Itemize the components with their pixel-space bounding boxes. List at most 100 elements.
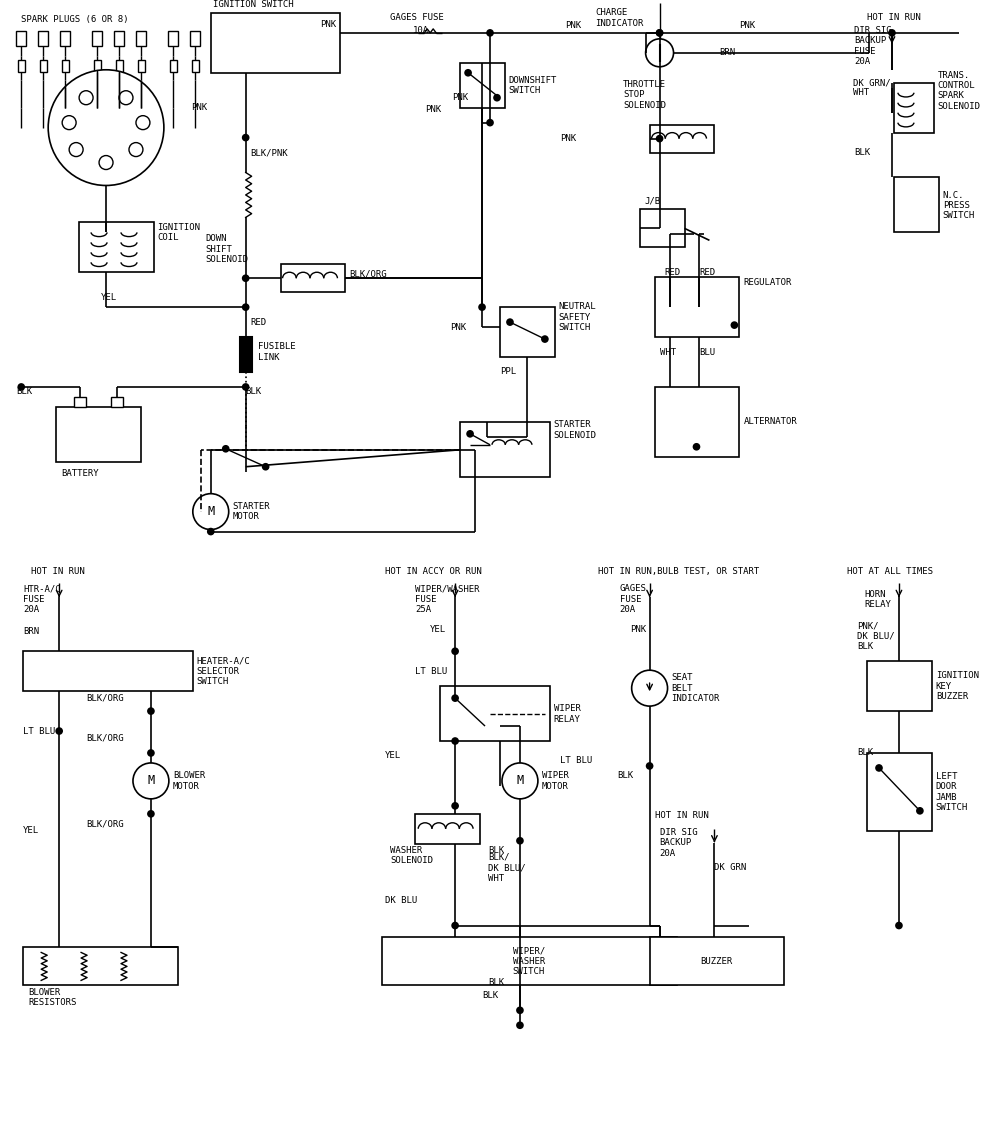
Text: SEAT
BELT
INDICATOR: SEAT BELT INDICATOR: [672, 673, 720, 703]
Text: BUZZER: BUZZER: [700, 957, 733, 966]
Text: CHARGE
INDICATOR: CHARGE INDICATOR: [595, 8, 644, 28]
Text: BLK/ORG: BLK/ORG: [86, 694, 124, 703]
Text: M: M: [516, 774, 524, 787]
Text: PNK: PNK: [739, 21, 755, 30]
Circle shape: [148, 750, 154, 756]
Circle shape: [467, 431, 473, 436]
Circle shape: [517, 1007, 523, 1014]
Text: WIPER/
WASHER
SWITCH: WIPER/ WASHER SWITCH: [513, 946, 545, 976]
Circle shape: [452, 922, 458, 928]
Bar: [92, 30, 102, 46]
Circle shape: [99, 155, 113, 170]
Circle shape: [889, 30, 895, 36]
Text: BLK: BLK: [246, 387, 262, 396]
Bar: [74, 397, 86, 407]
Bar: [62, 60, 69, 72]
Bar: [281, 264, 345, 292]
Text: IGNITION
KEY
BUZZER: IGNITION KEY BUZZER: [936, 672, 979, 701]
Text: HEATER-A/C
SELECTOR
SWITCH: HEATER-A/C SELECTOR SWITCH: [197, 656, 251, 686]
Text: M: M: [147, 774, 154, 787]
Bar: [136, 30, 146, 46]
Text: BLK: BLK: [16, 387, 32, 396]
Bar: [867, 662, 932, 711]
Bar: [168, 30, 178, 46]
Text: PNK: PNK: [425, 105, 441, 114]
Bar: [867, 753, 932, 830]
Text: TRANS.
CONTROL
SPARK
SOLENOID: TRANS. CONTROL SPARK SOLENOID: [938, 71, 981, 111]
Circle shape: [693, 443, 699, 450]
Text: THROTTLE
STOP
SOLENOID: THROTTLE STOP SOLENOID: [623, 80, 666, 109]
Text: PNK: PNK: [450, 323, 466, 332]
Bar: [415, 813, 480, 844]
Circle shape: [129, 143, 143, 156]
Bar: [23, 947, 178, 986]
Text: YEL: YEL: [23, 826, 39, 835]
Circle shape: [542, 336, 548, 342]
Text: DK GRN: DK GRN: [714, 863, 747, 872]
Bar: [40, 60, 47, 72]
Circle shape: [465, 70, 471, 75]
Text: PNK: PNK: [560, 134, 576, 143]
Text: HOT IN RUN: HOT IN RUN: [655, 811, 708, 820]
Circle shape: [896, 922, 902, 928]
Circle shape: [917, 808, 923, 813]
Text: YEL: YEL: [385, 752, 401, 760]
Text: WIPER/WASHER
FUSE
25A: WIPER/WASHER FUSE 25A: [415, 585, 480, 614]
Text: BLK/PNK: BLK/PNK: [251, 148, 288, 158]
Text: DOWNSHIFT
SWITCH: DOWNSHIFT SWITCH: [508, 76, 556, 96]
Circle shape: [646, 39, 674, 66]
Bar: [18, 60, 25, 72]
Text: DOWN
SHIFT
SOLENOID: DOWN SHIFT SOLENOID: [206, 234, 249, 264]
Circle shape: [731, 322, 737, 328]
Text: BLK: BLK: [488, 978, 504, 987]
Bar: [211, 12, 340, 73]
Text: BLK/ORG: BLK/ORG: [86, 819, 124, 828]
Circle shape: [133, 763, 169, 799]
Circle shape: [56, 728, 62, 734]
Bar: [16, 30, 26, 46]
Text: BLK: BLK: [488, 846, 504, 855]
Text: BLOWER
RESISTORS: BLOWER RESISTORS: [28, 988, 77, 1007]
Text: J/B: J/B: [645, 197, 661, 206]
Text: M: M: [207, 505, 214, 519]
Bar: [56, 407, 141, 461]
Text: DIR SIG
BACKUP
20A: DIR SIG BACKUP 20A: [660, 828, 697, 857]
Bar: [894, 83, 934, 133]
Bar: [500, 307, 555, 357]
Text: PNK: PNK: [565, 21, 581, 30]
Circle shape: [243, 384, 249, 390]
Text: BLK/ORG: BLK/ORG: [349, 270, 387, 279]
Circle shape: [69, 143, 83, 156]
Text: WIPER
MOTOR: WIPER MOTOR: [542, 772, 569, 791]
Text: WIPER
RELAY: WIPER RELAY: [554, 704, 581, 723]
Text: HOT IN RUN: HOT IN RUN: [867, 14, 921, 22]
Circle shape: [517, 1023, 523, 1028]
Text: SPARK PLUGS (6 OR 8): SPARK PLUGS (6 OR 8): [21, 16, 129, 25]
Circle shape: [657, 136, 663, 142]
Text: DK GRN/
WHT: DK GRN/ WHT: [853, 78, 891, 98]
Circle shape: [452, 738, 458, 744]
Text: ALTERNATOR: ALTERNATOR: [743, 417, 797, 426]
Bar: [116, 60, 123, 72]
Bar: [170, 60, 177, 72]
Bar: [460, 63, 505, 108]
Text: LT BLU: LT BLU: [560, 756, 592, 765]
Text: RED: RED: [251, 317, 267, 326]
Circle shape: [243, 135, 249, 141]
Bar: [192, 60, 199, 72]
Bar: [655, 387, 739, 457]
Circle shape: [647, 763, 653, 770]
Circle shape: [148, 708, 154, 714]
Text: GAGES FUSE: GAGES FUSE: [390, 14, 444, 22]
Text: HOT IN ACCY OR RUN: HOT IN ACCY OR RUN: [385, 567, 482, 576]
Text: YEL: YEL: [430, 624, 446, 633]
Text: HORN
RELAY: HORN RELAY: [864, 590, 891, 609]
Text: BLOWER
MOTOR: BLOWER MOTOR: [173, 772, 205, 791]
Bar: [94, 60, 101, 72]
Text: BLK: BLK: [618, 772, 634, 781]
Circle shape: [62, 116, 76, 129]
Circle shape: [223, 446, 229, 452]
Circle shape: [193, 494, 229, 530]
Bar: [655, 277, 739, 338]
Bar: [60, 30, 70, 46]
